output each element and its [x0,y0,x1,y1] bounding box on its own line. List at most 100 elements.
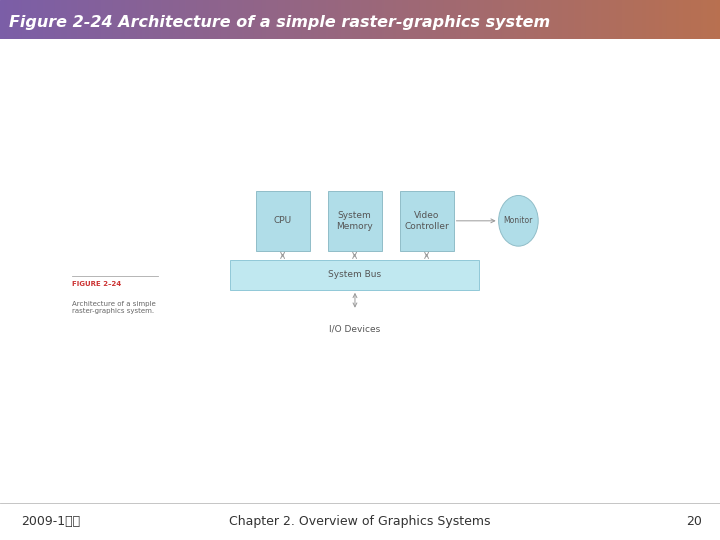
Bar [434,0,437,39]
Bar [211,0,214,39]
Bar [322,0,324,39]
Bar [677,0,679,39]
Bar [444,0,446,39]
Bar [113,0,115,39]
Bar [653,0,655,39]
Bar [207,0,209,39]
Bar [485,0,487,39]
Bar [271,0,274,39]
Bar [374,0,377,39]
Bar [713,0,715,39]
Bar [228,0,230,39]
Bar [425,0,427,39]
Bar [41,0,43,39]
Bar [144,0,146,39]
Bar [418,0,420,39]
Bar [329,0,331,39]
Bar [497,0,499,39]
Bar [89,0,91,39]
Bar [389,0,391,39]
FancyBboxPatch shape [230,260,479,290]
Bar [703,0,706,39]
Bar [305,0,307,39]
Bar [216,0,218,39]
Bar [446,0,449,39]
Bar [101,0,103,39]
Bar [300,0,302,39]
Bar [53,0,55,39]
Text: Video
Controller: Video Controller [404,211,449,231]
Bar [175,0,178,39]
Bar [312,0,315,39]
Bar [636,0,639,39]
Bar [477,0,480,39]
Bar [225,0,228,39]
Bar [50,0,53,39]
Bar [336,0,338,39]
Bar [718,0,720,39]
Bar [595,0,598,39]
Bar [158,0,161,39]
Bar [48,0,50,39]
Bar [346,0,348,39]
Bar [149,0,151,39]
Bar [670,0,672,39]
Bar [499,0,502,39]
Bar [643,0,646,39]
Bar [243,0,245,39]
Bar [708,0,711,39]
Bar [161,0,163,39]
Bar [439,0,441,39]
Bar [646,0,648,39]
Bar [146,0,149,39]
Bar [578,0,581,39]
Bar [398,0,401,39]
Bar [420,0,423,39]
Bar [576,0,578,39]
Text: Architecture of a simple
raster-graphics system.: Architecture of a simple raster-graphics… [72,301,156,314]
Bar [29,0,31,39]
Bar [535,0,538,39]
Bar [331,0,333,39]
Bar [199,0,202,39]
Bar [142,0,144,39]
Bar [665,0,667,39]
Bar [629,0,631,39]
Bar [660,0,662,39]
Text: Monitor: Monitor [504,217,533,225]
Bar [557,0,559,39]
Bar [110,0,113,39]
Bar [528,0,531,39]
Text: Chapter 2. Overview of Graphics Systems: Chapter 2. Overview of Graphics Systems [229,515,491,528]
Bar [639,0,641,39]
Bar [495,0,497,39]
Bar [403,0,405,39]
Bar [617,0,619,39]
Bar [456,0,459,39]
Bar [245,0,247,39]
Bar [151,0,153,39]
Bar [276,0,279,39]
Text: I/O Devices: I/O Devices [329,325,381,334]
Bar [343,0,346,39]
Bar [667,0,670,39]
Bar [310,0,312,39]
Bar [542,0,545,39]
Bar [590,0,593,39]
Bar [182,0,185,39]
Bar [17,0,19,39]
Bar [96,0,99,39]
Bar [67,0,70,39]
Bar [567,0,569,39]
Bar [261,0,264,39]
Bar [65,0,67,39]
Bar [333,0,336,39]
Bar [413,0,415,39]
Bar [297,0,300,39]
Bar [490,0,492,39]
Bar [326,0,329,39]
Bar [360,0,362,39]
Bar [394,0,396,39]
Bar [187,0,189,39]
Bar [36,0,38,39]
